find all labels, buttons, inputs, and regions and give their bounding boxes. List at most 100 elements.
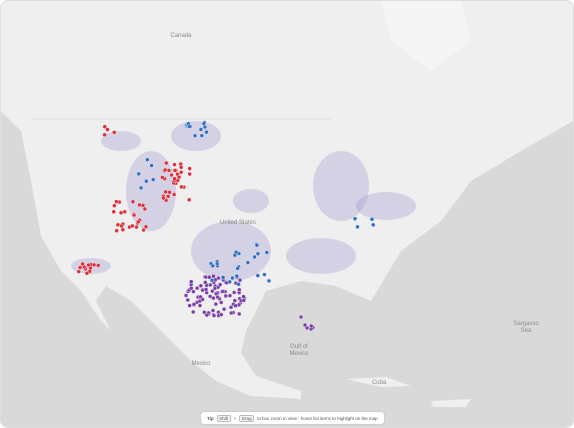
- point: [204, 312, 210, 318]
- point: [138, 185, 144, 191]
- point: [211, 295, 216, 301]
- point: [167, 190, 172, 195]
- point: [77, 265, 83, 270]
- point: [191, 289, 196, 294]
- point: [105, 127, 110, 132]
- point: [209, 278, 215, 283]
- point: [102, 124, 107, 129]
- point: [76, 269, 81, 274]
- point: [114, 228, 119, 233]
- point: [172, 162, 177, 167]
- point: [212, 286, 218, 291]
- point: [198, 127, 204, 132]
- point: [165, 194, 171, 199]
- point: [221, 306, 227, 312]
- point: [111, 209, 116, 214]
- point: [309, 323, 314, 329]
- point: [233, 303, 238, 308]
- point: [199, 133, 205, 138]
- country-label: Mexico: [191, 361, 211, 367]
- point: [211, 313, 217, 318]
- point: [229, 310, 234, 316]
- key: +: [233, 415, 237, 421]
- point: [241, 294, 246, 299]
- point: [231, 290, 237, 295]
- tip: Tip: [207, 415, 214, 421]
- point: [163, 198, 169, 203]
- hint-text: to box zoom to view · hover list items t…: [257, 415, 378, 421]
- point: [192, 133, 198, 138]
- point: [130, 223, 135, 229]
- hispaniola-shape: [431, 399, 471, 407]
- density-area: [233, 189, 269, 213]
- point: [136, 171, 141, 177]
- point: [136, 219, 141, 225]
- point: [183, 293, 189, 298]
- point: [187, 171, 192, 177]
- point: [145, 157, 150, 162]
- point: [143, 224, 149, 230]
- point: [112, 203, 117, 208]
- point: [370, 222, 376, 228]
- key: Shift: [216, 414, 231, 422]
- point: [298, 314, 304, 320]
- point: [176, 174, 182, 180]
- point: [237, 311, 242, 317]
- point: [355, 224, 360, 230]
- point: [237, 287, 242, 292]
- point: [179, 184, 184, 190]
- point: [234, 273, 239, 279]
- point: [255, 251, 261, 256]
- density-area: [101, 131, 141, 151]
- point: [219, 312, 224, 317]
- point: [198, 294, 203, 300]
- point: [369, 217, 375, 222]
- point: [149, 163, 154, 168]
- point: [215, 294, 220, 300]
- point: [112, 130, 117, 135]
- point: [164, 160, 169, 166]
- point: [220, 289, 225, 294]
- point: [227, 279, 232, 285]
- point: [191, 302, 197, 307]
- point: [102, 132, 107, 138]
- density-area: [286, 238, 356, 274]
- point: [236, 282, 241, 287]
- point: [218, 300, 224, 305]
- point: [91, 262, 97, 268]
- point: [304, 325, 310, 331]
- point: [171, 192, 177, 197]
- point: [172, 168, 178, 173]
- point: [252, 254, 257, 260]
- point: [203, 280, 208, 285]
- point: [254, 242, 260, 248]
- point: [245, 260, 251, 265]
- point: [96, 263, 101, 268]
- point: [118, 210, 124, 216]
- point: [120, 227, 126, 232]
- point: [162, 167, 168, 173]
- point: [241, 298, 246, 303]
- point: [217, 282, 223, 287]
- point: [191, 309, 196, 315]
- point: [232, 252, 238, 258]
- sea-label: Gulf of: [290, 344, 308, 350]
- point: [237, 277, 243, 283]
- point: [80, 261, 85, 267]
- point: [208, 282, 213, 288]
- cuba-shape: [346, 377, 411, 387]
- point: [134, 224, 139, 230]
- point: [150, 177, 156, 182]
- point: [207, 275, 212, 280]
- point: [115, 222, 121, 227]
- point: [119, 223, 124, 229]
- point: [131, 212, 137, 218]
- point: [186, 197, 192, 202]
- point: [187, 303, 192, 308]
- point: [130, 199, 136, 204]
- point: [189, 279, 194, 284]
- point: [214, 261, 220, 266]
- point: [178, 170, 184, 175]
- point: [114, 199, 119, 204]
